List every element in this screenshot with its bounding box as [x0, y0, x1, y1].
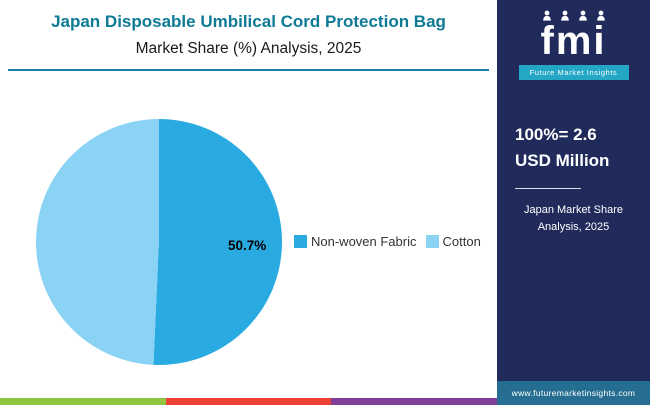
pie-data-label: 50.7%: [228, 238, 267, 253]
logo-text: fmi: [540, 19, 607, 63]
legend-swatch: [425, 235, 439, 248]
website-link[interactable]: www.futuremarketinsights.com: [497, 381, 650, 405]
sidebar-note: Japan Market Share Analysis, 2025: [497, 202, 650, 236]
logo-caption: Future Market Insights: [518, 65, 629, 80]
chart-legend: Non-woven Fabric Cotton: [294, 234, 481, 249]
note-line1: Japan Market Share: [523, 203, 624, 216]
fmi-logo: fmi Future Market Insights: [497, 10, 650, 80]
stat-line2: USD Million: [515, 151, 610, 171]
chart-area: Japan Disposable Umbilical Cord Protecti…: [0, 12, 498, 405]
legend-item: Non-woven Fabric: [294, 234, 417, 249]
footer-stripes: [0, 398, 498, 405]
page-title: Japan Disposable Umbilical Cord Protecti…: [51, 12, 446, 31]
header-divider: [8, 69, 489, 71]
sidebar: fmi Future Market Insights 100%= 2.6 USD…: [497, 0, 650, 405]
sidebar-divider: [515, 187, 581, 189]
people-icon: [542, 10, 605, 21]
pie-chart: [36, 119, 282, 365]
legend-item: Cotton: [425, 234, 481, 249]
legend-swatch: [294, 235, 307, 248]
note-line2: Analysis, 2025: [537, 220, 610, 233]
legend-label: Non-woven Fabric: [311, 234, 417, 249]
page-subtitle: Market Share (%) Analysis, 2025: [135, 40, 362, 57]
legend-label: Cotton: [442, 234, 481, 249]
market-value: 100%= 2.6 USD Million: [515, 122, 650, 175]
stat-line1: 100%= 2.6: [515, 125, 597, 144]
